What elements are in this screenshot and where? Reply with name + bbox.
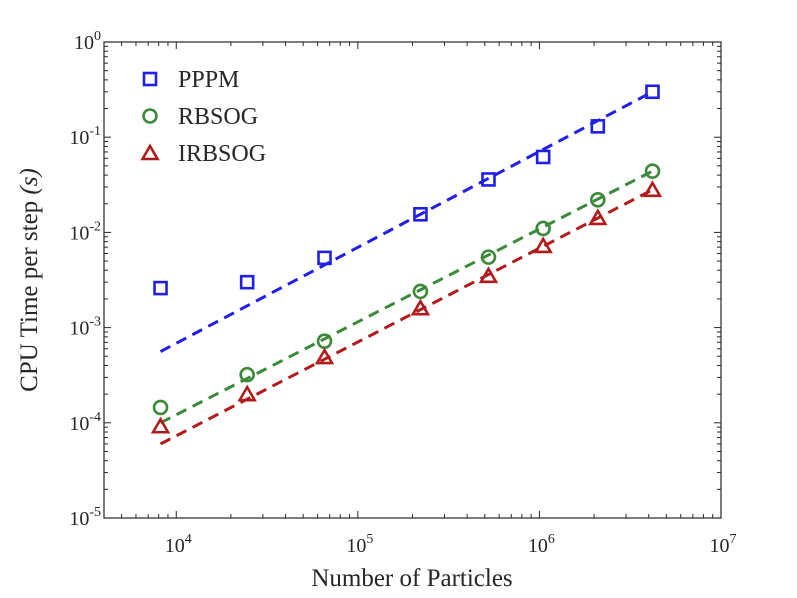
data-point-pppm — [645, 84, 660, 100]
x-tick-label-base: 10 — [710, 535, 730, 557]
data-point-pppm — [535, 149, 551, 165]
y-tick-label: 10-3 — [69, 315, 101, 340]
data-point-pppm — [413, 206, 428, 222]
legend-marker-irbsog — [140, 143, 160, 161]
y-tick-label-base: 10 — [69, 222, 89, 244]
y-tick-label-base: 10 — [69, 127, 89, 149]
data-point-rbsog — [590, 192, 606, 208]
data-point-irbsog — [150, 416, 171, 434]
legend-label-pppm: PPPM — [178, 67, 239, 93]
y-tick-label-base: 10 — [74, 32, 94, 54]
y-tick-label: 10-4 — [69, 410, 101, 435]
y-tick-label-exponent: -2 — [89, 219, 101, 234]
y-tick-label: 10-5 — [69, 505, 101, 530]
y-tick-label: 10-1 — [69, 124, 101, 149]
x-tick-label: 104 — [165, 532, 192, 557]
x-tick-label-exponent: 5 — [366, 532, 373, 547]
series-irbsog — [150, 180, 663, 446]
data-point-irbsog — [533, 236, 553, 254]
x-tick-label-exponent: 7 — [730, 532, 737, 547]
data-point-pppm — [153, 280, 168, 296]
legend-marker-pppm — [142, 71, 158, 87]
legend-marker-rbsog — [142, 108, 158, 124]
y-tick-label-base: 10 — [69, 508, 89, 530]
y-axis-label: CPU Time per step (s) — [16, 168, 43, 392]
data-point-irbsog — [642, 180, 663, 198]
data-point-irbsog — [314, 347, 335, 365]
data-point-rbsog — [480, 249, 497, 265]
y-tick-label-exponent: -3 — [89, 315, 101, 330]
data-point-irbsog — [410, 298, 431, 316]
x-tick-label-exponent: 6 — [548, 532, 555, 547]
data-point-pppm — [317, 250, 332, 266]
data-point-pppm — [590, 119, 606, 134]
x-tick-label-base: 10 — [346, 535, 366, 557]
data-point-rbsog — [412, 283, 429, 300]
y-tick-label: 100 — [74, 29, 101, 54]
data-point-rbsog — [644, 163, 661, 179]
x-tick-label: 105 — [346, 532, 373, 557]
x-tick-label-base: 10 — [528, 535, 548, 557]
y-axis-label-unit: (s) — [16, 168, 43, 194]
y-tick-label-exponent: -5 — [89, 505, 101, 520]
data-point-rbsog — [535, 220, 551, 237]
data-point-irbsog — [478, 266, 499, 284]
legend: PPPM RBSOG IRBSOG — [140, 67, 266, 167]
y-tick-label-exponent: -1 — [89, 124, 101, 139]
data-point-rbsog — [239, 366, 255, 383]
y-axis-label-text: CPU Time per step — [16, 195, 43, 392]
fit-line-pppm — [159, 90, 654, 353]
data-point-irbsog — [588, 208, 608, 226]
fit-line-irbsog — [159, 188, 654, 446]
data-point-pppm — [481, 172, 496, 187]
x-tick-label-base: 10 — [165, 535, 185, 557]
y-tick-label-exponent: -4 — [89, 410, 101, 425]
x-tick-label: 107 — [710, 532, 737, 557]
y-tick-label-exponent: 0 — [94, 29, 101, 44]
y-tick-label-base: 10 — [69, 318, 89, 340]
y-tick-label-base: 10 — [69, 413, 89, 435]
series-rbsog — [152, 163, 661, 425]
series-pppm — [153, 84, 660, 353]
data-point-pppm — [239, 274, 255, 290]
data-point-irbsog — [237, 384, 257, 402]
legend-label-rbsog: RBSOG — [178, 104, 258, 130]
y-tick-label: 10-2 — [69, 219, 101, 244]
x-tick-label-exponent: 4 — [185, 532, 192, 547]
data-point-rbsog — [152, 399, 169, 416]
x-tick-label: 106 — [528, 532, 555, 557]
legend-label-irbsog: IRBSOG — [178, 141, 266, 167]
x-axis-label: Number of Particles — [311, 565, 512, 592]
